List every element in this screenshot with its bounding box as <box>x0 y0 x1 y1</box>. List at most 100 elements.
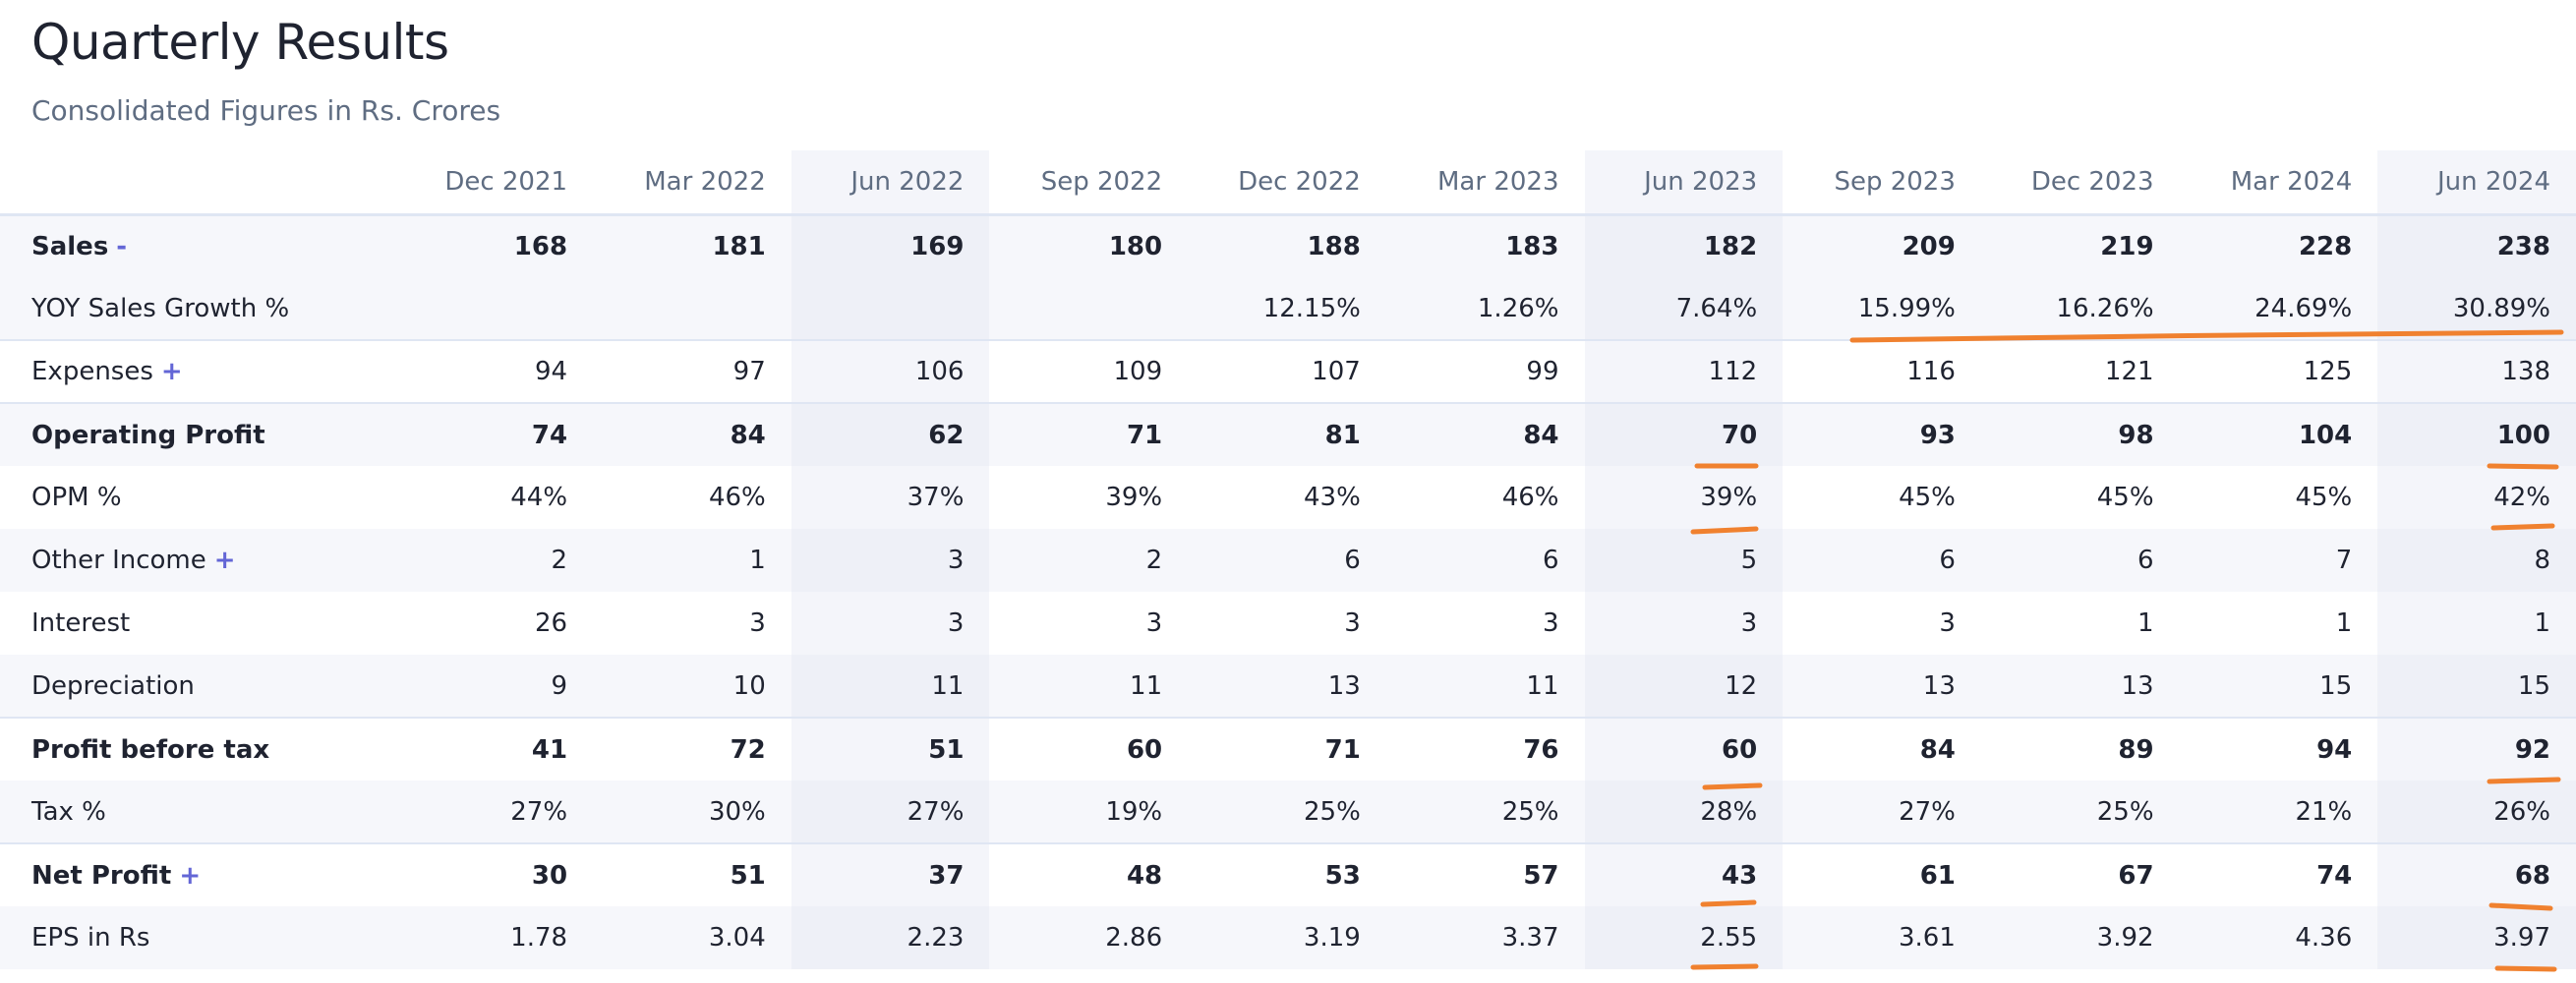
column-header[interactable]: Jun 2023 <box>1584 150 1784 214</box>
row-label-cell: Tax % <box>0 781 395 843</box>
row-label: Profit before tax <box>31 734 270 765</box>
table-cell: 19% <box>989 781 1189 843</box>
table-cell: 15 <box>2377 655 2576 718</box>
table-row: Tax % 27% 30% 27% 19% 25% 25% 28% 27% 25% 21% 26% <box>0 781 2576 843</box>
table-cell: 5 <box>1584 529 1784 592</box>
table-cell: 26 <box>534 608 568 638</box>
table-cell: 70 <box>1584 402 1784 466</box>
table-cell: 183 <box>1385 214 1585 277</box>
collapse-toggle[interactable]: - <box>116 231 128 261</box>
table-cell: 1.26% <box>1385 277 1585 340</box>
row-label-cell: Profit before tax <box>0 717 395 781</box>
table-cell: 3 <box>1145 608 1163 638</box>
row-label: Sales <box>31 231 109 261</box>
table-cell: 67 <box>1980 842 2180 906</box>
table-cell: 81 <box>1188 402 1386 466</box>
table-cell: 1 <box>593 529 791 592</box>
table-cell: 3 <box>790 592 990 655</box>
row-label-cell[interactable]: Other Income + <box>0 529 395 592</box>
row-label-cell[interactable]: Expenses + <box>0 339 395 403</box>
table-cell: 10 <box>593 655 791 718</box>
table-cell: 121 <box>1980 339 2180 403</box>
quarterly-results-table: Dec 2021 Mar 2022 Jun 2022 Sep 2022 Dec … <box>0 150 2576 969</box>
row-label: Expenses <box>31 357 153 386</box>
table-cell: 125 <box>2179 339 2378 403</box>
table-cell: 25% <box>1385 781 1585 843</box>
row-label-cell[interactable]: Sales - <box>0 214 395 277</box>
table-cell: 6 <box>1980 529 2180 592</box>
table-row: Interest 26 3 3 3 3 3 3 3 1 1 1 <box>0 592 2576 655</box>
column-header[interactable]: Jun 2022 <box>790 150 990 214</box>
expand-toggle[interactable]: + <box>160 357 183 386</box>
table-cell: 89 <box>1980 717 2180 781</box>
table-cell: 27% <box>394 781 594 843</box>
table-cell <box>593 277 791 340</box>
table-cell: 26% <box>2377 781 2576 843</box>
row-label-cell: Depreciation <box>0 655 395 718</box>
table-cell: 13 <box>1980 655 2180 718</box>
table-cell: 51 <box>593 842 791 906</box>
column-header[interactable]: Sep 2022 <box>1040 166 1163 197</box>
expand-toggle[interactable]: + <box>213 546 236 575</box>
table-cell: 45% <box>1899 483 1956 512</box>
row-label: OPM % <box>31 483 122 512</box>
table-cell: 76 <box>1385 717 1585 781</box>
table-cell: 37% <box>790 466 990 529</box>
table-cell: 43 <box>1584 842 1784 906</box>
header-label-cell <box>0 150 394 214</box>
table-cell: 2.86 <box>989 906 1189 969</box>
table-cell: 228 <box>2179 214 2378 277</box>
table-cell: 42% <box>2377 466 2576 529</box>
table-cell: 1 <box>2137 608 2154 638</box>
table-cell: 37 <box>790 842 990 906</box>
table-cell: 53 <box>1188 842 1386 906</box>
column-header[interactable]: Mar 2024 <box>2230 166 2353 197</box>
table-cell: 25% <box>1980 781 2180 843</box>
table-cell: 219 <box>1980 214 2180 277</box>
table-cell: 98 <box>1980 402 2180 466</box>
column-header[interactable]: Mar 2022 <box>644 166 766 197</box>
row-label-cell: OPM % <box>0 466 394 529</box>
table-cell: 46% <box>708 483 766 512</box>
table-cell: 46% <box>1501 483 1559 512</box>
table-cell: 27% <box>1783 781 1981 843</box>
table-cell: 1 <box>2335 608 2353 638</box>
table-cell: 74 <box>394 402 594 466</box>
row-label: Tax % <box>31 796 106 827</box>
row-label-cell: EPS in Rs <box>0 906 395 969</box>
table-cell: 30% <box>593 781 791 843</box>
page-subtitle: Consolidated Figures in Rs. Crores <box>31 94 501 127</box>
table-cell: 39% <box>1584 466 1784 529</box>
table-cell: 45% <box>2096 483 2154 512</box>
table-header-row: Dec 2021 Mar 2022 Jun 2022 Sep 2022 Dec … <box>0 150 2576 214</box>
row-label-cell[interactable]: Net Profit + <box>0 842 395 906</box>
column-header[interactable]: Dec 2023 <box>2030 166 2154 197</box>
table-cell: 100 <box>2377 402 2576 466</box>
table-cell: 2 <box>989 529 1189 592</box>
table-cell: 61 <box>1783 842 1981 906</box>
table-cell: 3 <box>1939 608 1956 638</box>
table-cell: 7.64% <box>1584 277 1784 340</box>
table-row: Depreciation 9 10 11 11 13 11 12 13 13 15 15 <box>0 655 2576 718</box>
table-cell: 3 <box>1542 608 1559 638</box>
column-header[interactable]: Dec 2022 <box>1238 166 1361 197</box>
column-header[interactable]: Sep 2023 <box>1834 166 1956 197</box>
table-cell: 60 <box>1584 717 1784 781</box>
column-header[interactable]: Dec 2021 <box>444 166 568 197</box>
table-cell: 57 <box>1385 842 1585 906</box>
table-cell: 30 <box>394 842 594 906</box>
table-cell: 106 <box>790 339 990 403</box>
table-cell: 109 <box>989 339 1189 403</box>
table-cell: 104 <box>2179 402 2378 466</box>
table-cell: 3.97 <box>2377 906 2576 969</box>
table-cell: 51 <box>790 717 990 781</box>
expand-toggle[interactable]: + <box>179 860 202 891</box>
table-cell: 39% <box>1105 483 1163 512</box>
column-header[interactable]: Jun 2024 <box>2377 150 2576 214</box>
row-label: Net Profit <box>31 860 172 891</box>
column-header[interactable]: Mar 2023 <box>1437 166 1559 197</box>
table-row: Net Profit +30 51 37 48 53 57 43 61 67 74 68 <box>0 842 2576 906</box>
table-cell: 16.26% <box>1980 277 2180 340</box>
table-row: OPM % 44% 46% 37% 39% 43% 46% 39% 45% 45% 45% 42% <box>0 466 2576 529</box>
table-cell: 94 <box>394 339 594 403</box>
